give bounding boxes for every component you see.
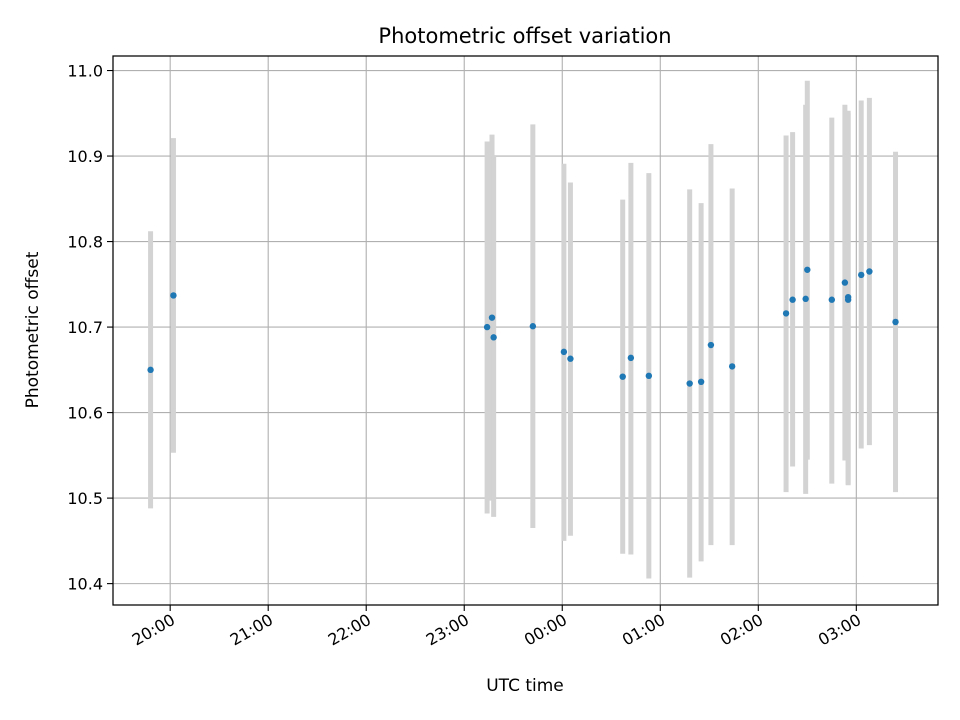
data-point (567, 355, 574, 362)
x-axis-title: UTC time (486, 676, 564, 696)
data-point (789, 296, 796, 303)
chart-title: Photometric offset variation (378, 24, 671, 48)
y-axis-title: Photometric offset (23, 251, 43, 408)
data-point (170, 292, 177, 299)
data-point (782, 310, 790, 317)
y-tick-label: 10.5 (67, 489, 103, 508)
y-tick-label: 10.8 (67, 233, 103, 252)
data-point (686, 380, 693, 387)
data-point (645, 372, 653, 380)
data-point (804, 266, 811, 273)
data-point (841, 279, 849, 286)
data-point (483, 323, 491, 331)
data-point (529, 323, 537, 330)
y-axis-ticks: 10.4 10.5 10.6 10.7 10.8 10.9 11.0 (67, 62, 113, 594)
plot-frame (112, 55, 939, 606)
y-tick-label: 10.4 (67, 575, 103, 594)
data-point (560, 348, 568, 356)
data-point (892, 318, 899, 326)
data-point (844, 296, 852, 303)
y-tick-label: 10.9 (67, 147, 103, 166)
data-point (858, 271, 865, 279)
data-point (802, 295, 809, 303)
data-point (697, 378, 705, 386)
data-point (147, 366, 154, 374)
data-point (866, 268, 873, 275)
data-point (707, 341, 715, 349)
grid-lines (113, 56, 938, 605)
y-tick-label: 11.0 (67, 62, 103, 81)
y-tick-label: 10.7 (67, 318, 103, 337)
data-point (488, 314, 496, 321)
data-point (728, 363, 736, 370)
data-points (147, 266, 899, 387)
y-tick-label: 10.6 (67, 404, 103, 423)
data-point (627, 354, 635, 362)
data-point (490, 334, 497, 341)
data-point (828, 296, 836, 303)
data-point (619, 373, 626, 380)
